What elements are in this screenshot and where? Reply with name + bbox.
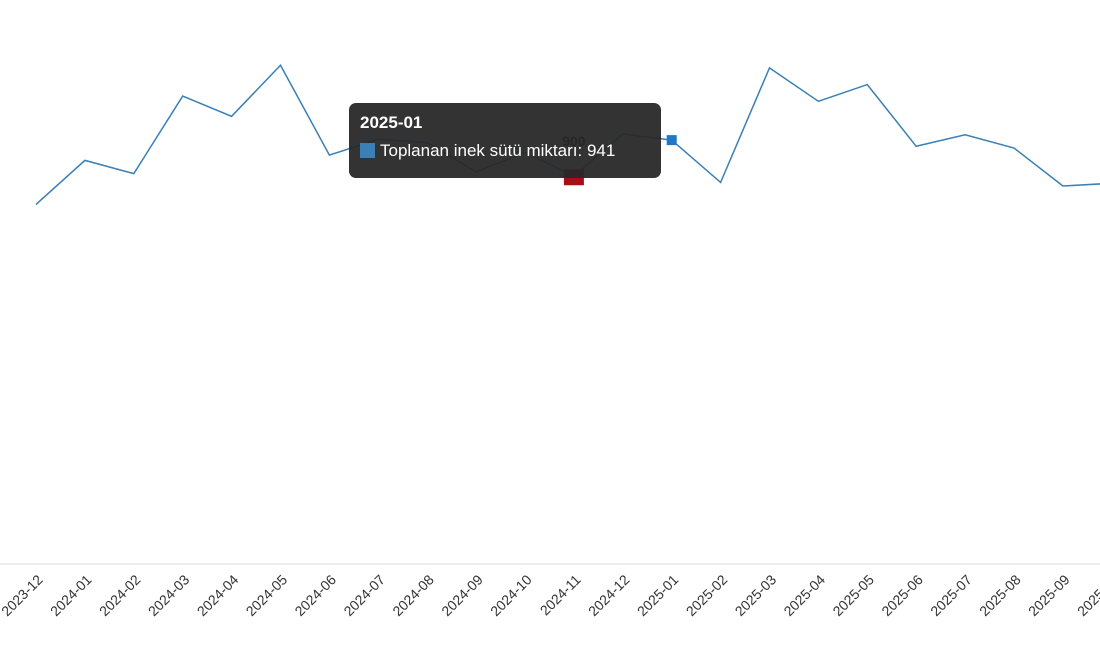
x-tick-label: 2024-02: [96, 571, 144, 619]
x-tick-label: 2025-10: [1074, 571, 1100, 619]
x-tick-label: 2024-06: [291, 571, 339, 619]
tooltip-title: 2025-01: [360, 113, 423, 132]
x-tick-label: 2025-06: [878, 571, 926, 619]
x-tick-label: 2024-09: [438, 571, 486, 619]
x-tick-label: 2024-08: [389, 571, 437, 619]
x-tick-label: 2025-02: [683, 571, 731, 619]
x-tick-label: 2025-03: [732, 571, 780, 619]
tooltip: 2025-01 Toplanan inek sütü miktarı: 941: [349, 103, 661, 178]
x-tick-label: 2025-09: [1025, 571, 1073, 619]
x-tick-label: 2024-12: [585, 571, 633, 619]
x-tick-label: 2024-03: [145, 571, 193, 619]
tooltip-series: Toplanan inek sütü miktarı: [380, 141, 578, 160]
x-tick-label: 2025-05: [829, 571, 877, 619]
x-tick-label: 2024-07: [340, 571, 388, 619]
x-tick-label: 2025-08: [976, 571, 1024, 619]
tooltip-row: Toplanan inek sütü miktarı: 941: [360, 141, 650, 161]
x-tick-label: 2024-11: [537, 571, 584, 618]
x-tick-label: 2023-12: [0, 571, 46, 619]
x-tick-label: 2025-01: [634, 571, 682, 619]
hover-point: [666, 135, 677, 146]
x-tick-label: 2025-07: [927, 571, 975, 619]
x-tick-label: 2024-05: [243, 571, 291, 619]
x-tick-label: 2024-04: [194, 571, 242, 619]
x-tick-label: 2024-01: [47, 571, 95, 619]
x-tick-label: 2024-10: [487, 571, 535, 619]
tooltip-swatch: [360, 143, 375, 158]
tooltip-value: 941: [586, 141, 616, 160]
x-tick-label: 2025-04: [780, 571, 828, 619]
